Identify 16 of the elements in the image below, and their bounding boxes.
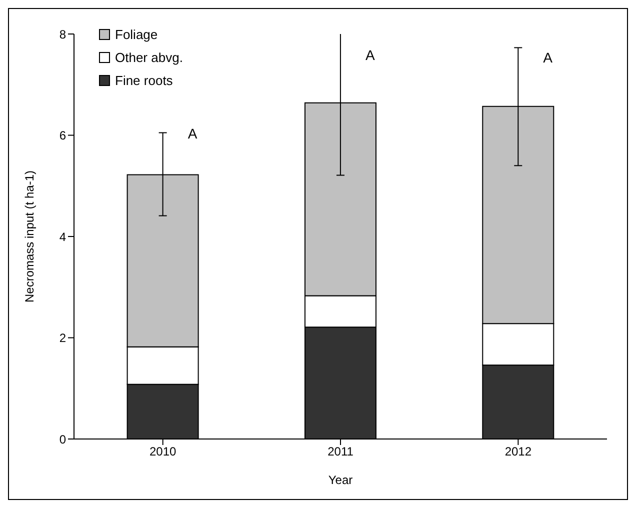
y-tick-label: 4 [59, 230, 66, 244]
y-tick-label: 0 [59, 432, 66, 446]
legend-label: Other abvg. [115, 50, 183, 65]
annotation: A [188, 126, 198, 142]
y-tick-label: 6 [59, 128, 66, 143]
legend-label: Foliage [115, 27, 158, 42]
x-axis-title: Year [328, 473, 353, 487]
annotation: A [543, 49, 554, 66]
y-tick-label: 8 [59, 27, 66, 42]
x-tick-label: 2011 [328, 444, 354, 459]
x-tick-label: 2012 [504, 444, 532, 459]
x-tick-label: 2010 [149, 444, 177, 459]
legend-label: Fine roots [115, 73, 173, 88]
y-axis-title: Necromass input (t ha-1) [22, 170, 36, 303]
annotation: A [366, 47, 376, 64]
y-tick-label: 2 [59, 331, 66, 346]
